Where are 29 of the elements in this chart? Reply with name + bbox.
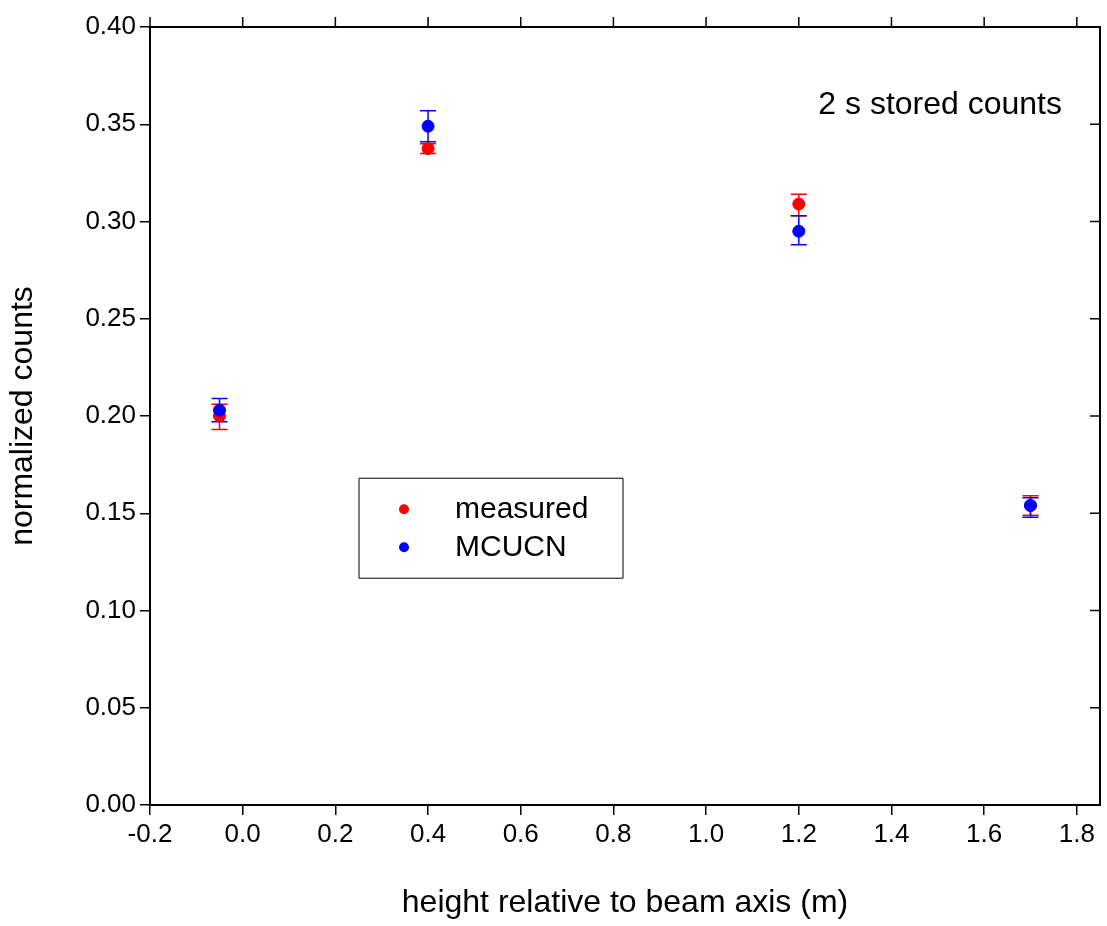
x-tick-label: 1.6 [966,817,1003,848]
y-tick-label: 0.40 [85,10,136,41]
y-tick-label: 0.20 [85,399,136,430]
x-tick-label: 0.0 [224,817,261,848]
point [213,403,227,417]
point [421,119,435,133]
point [792,224,806,238]
y-tick-label: 0.05 [85,690,136,721]
x-tick-label: 0.4 [409,817,447,848]
legend-label: MCUCN [455,528,567,562]
annotation: 2 s stored counts [818,84,1062,121]
x-tick-label: 1.8 [1058,817,1095,848]
point [792,197,806,211]
legend-label: measured [455,490,589,524]
x-tick-label: 1.2 [780,817,817,848]
y-tick-label: 0.35 [85,107,136,138]
x-tick-label: -0.2 [127,817,173,848]
x-tick-label: 0.6 [502,817,539,848]
y-tick-label: 0.00 [85,788,136,819]
x-tick-label: 1.4 [873,817,910,848]
y-tick-label: 0.25 [85,301,136,332]
y-tick-label: 0.15 [85,496,136,527]
x-tick-label: 0.8 [595,817,632,848]
y-tick-label: 0.30 [85,204,136,235]
x-axis-title: height relative to beam axis (m) [401,882,849,919]
y-tick-label: 0.10 [85,593,136,624]
y-axis-title: normalized counts [3,286,40,546]
x-tick-label: 1.0 [688,817,725,848]
x-tick-label: 0.2 [317,817,354,848]
